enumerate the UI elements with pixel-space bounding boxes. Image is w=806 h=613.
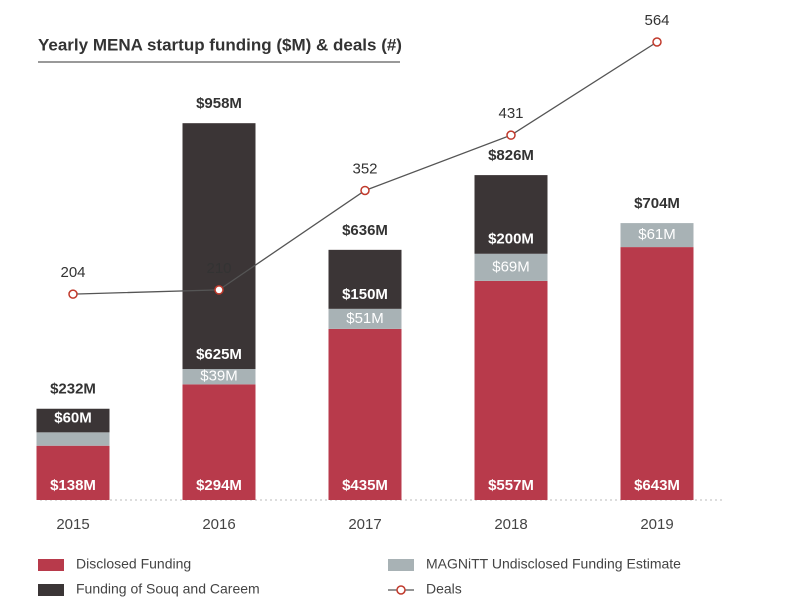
data-label: $51M	[346, 310, 384, 327]
deals-label: 431	[498, 105, 523, 122]
legend-label: Funding of Souq and Careem	[76, 581, 260, 597]
total-label: $826M	[488, 147, 534, 164]
x-tick-label: 2016	[202, 516, 235, 533]
x-tick-label: 2018	[494, 516, 527, 533]
legend-label: Deals	[426, 581, 462, 597]
bar-segment	[620, 223, 694, 248]
bar-segment	[182, 384, 256, 500]
data-label: $60M	[54, 409, 92, 426]
data-label: $294M	[196, 477, 242, 494]
bar-segment	[182, 369, 256, 385]
bar-segment	[620, 247, 694, 500]
legend-swatch	[38, 559, 64, 571]
deals-label: 204	[60, 264, 85, 281]
x-tick-label: 2017	[348, 516, 381, 533]
bar-segment	[328, 249, 402, 309]
total-label: $704M	[634, 195, 680, 212]
total-label: $958M	[196, 95, 242, 112]
total-label: $232M	[50, 381, 96, 398]
deals-label: 352	[352, 160, 377, 177]
deals-label: 210	[206, 260, 231, 277]
legend-label: MAGNiTT Undisclosed Funding Estimate	[426, 556, 681, 572]
x-tick-label: 2019	[640, 516, 673, 533]
total-label: $636M	[342, 222, 388, 239]
legend-marker	[396, 585, 406, 595]
chart-title: Yearly MENA startup funding ($M) & deals…	[38, 35, 402, 54]
bar-segment	[328, 308, 402, 329]
data-label: $39M	[200, 368, 238, 385]
legend-swatch	[38, 584, 64, 596]
bar-segment	[36, 432, 110, 446]
bar-segment	[182, 123, 256, 370]
x-tick-label: 2015	[56, 516, 89, 533]
deals-marker	[214, 285, 224, 295]
bar-segment	[474, 253, 548, 281]
deals-marker	[506, 130, 516, 140]
bar-segment	[474, 175, 548, 254]
data-label: $69M	[492, 258, 530, 275]
deals-marker	[68, 289, 78, 299]
bar-segment	[328, 328, 402, 500]
data-label: $150M	[342, 286, 388, 303]
data-label: $435M	[342, 477, 388, 494]
legend-swatch	[388, 559, 414, 571]
data-label: $61M	[638, 226, 676, 243]
deals-marker	[652, 37, 662, 47]
deals-label: 564	[644, 12, 669, 29]
legend-label: Disclosed Funding	[76, 556, 191, 572]
bar-segment	[36, 445, 110, 500]
bar-segment	[474, 280, 548, 500]
data-label: $625M	[196, 346, 242, 363]
data-label: $557M	[488, 477, 534, 494]
data-label: $200M	[488, 231, 534, 248]
data-label: $643M	[634, 477, 680, 494]
bar-segment	[36, 408, 110, 433]
data-label: $138M	[50, 477, 96, 494]
deals-marker	[360, 185, 370, 196]
